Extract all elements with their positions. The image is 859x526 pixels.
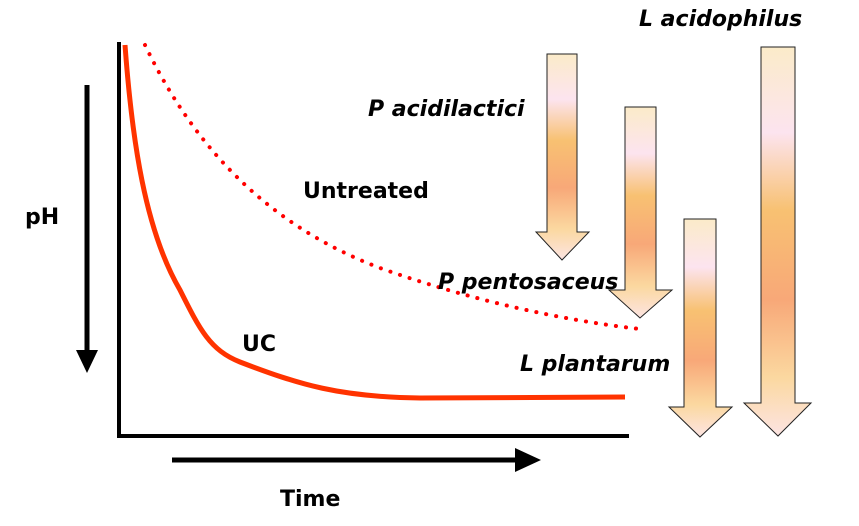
p-acidilactici-label: P acidilactici <box>368 97 525 122</box>
untreated-curve <box>143 43 642 331</box>
ph-decrease-arrow <box>76 85 98 373</box>
uc-label: UC <box>242 332 276 357</box>
p-pentosaceus-label: P pentosaceus <box>438 270 618 295</box>
untreated-label: Untreated <box>303 179 429 204</box>
uc-curve <box>122 44 626 401</box>
time-arrow <box>172 448 541 472</box>
l-plantarum-label: L plantarum <box>520 352 670 377</box>
x-axis-label: Time <box>280 487 340 512</box>
y-axis-label: pH <box>25 205 59 230</box>
l-acidophilus-label: L acidophilus <box>639 7 802 32</box>
l-acidophilus-arrow <box>742 46 813 437</box>
p-acidilactici-arrow <box>534 53 591 261</box>
l-plantarum-arrow <box>667 218 734 438</box>
p-pentosaceus-arrow <box>607 106 674 319</box>
